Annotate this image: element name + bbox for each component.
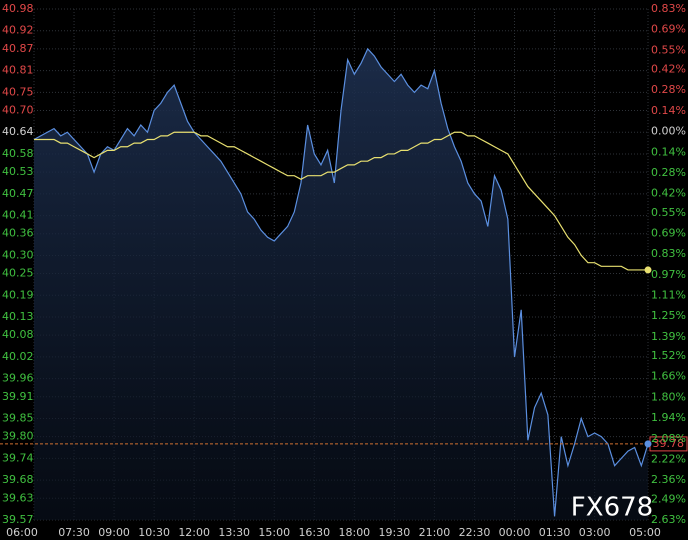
y2-tick-label: 0.42% bbox=[651, 63, 686, 76]
end-dot bbox=[644, 440, 652, 448]
x-tick-label: 18:00 bbox=[338, 526, 370, 539]
y-tick-label: 39.96 bbox=[2, 372, 34, 385]
y-tick-label: 40.87 bbox=[2, 42, 34, 55]
y2-tick-label: 0.14% bbox=[651, 145, 686, 158]
y-tick-label: 40.98 bbox=[2, 2, 34, 15]
y2-tick-label: 2.63% bbox=[651, 513, 686, 526]
y-tick-label: 40.25 bbox=[2, 267, 34, 280]
x-tick-label: 19:30 bbox=[379, 526, 411, 539]
y2-tick-label: 0.69% bbox=[651, 226, 686, 239]
x-tick-label: 21:00 bbox=[419, 526, 451, 539]
x-tick-label: 13:30 bbox=[218, 526, 250, 539]
x-tick-label: 10:30 bbox=[138, 526, 170, 539]
y2-tick-label: 1.39% bbox=[651, 330, 686, 343]
y2-tick-label: 2.22% bbox=[651, 452, 686, 465]
x-tick-label: 15:00 bbox=[258, 526, 290, 539]
y-tick-label: 40.30 bbox=[2, 248, 34, 261]
y-tick-label: 40.41 bbox=[2, 209, 34, 222]
y2-tick-label: 0.42% bbox=[651, 187, 686, 200]
x-tick-label: 05:00 bbox=[629, 526, 661, 539]
watermark: FX678 bbox=[571, 493, 653, 523]
y-tick-label: 40.47 bbox=[2, 187, 34, 200]
y-tick-label: 39.85 bbox=[2, 412, 34, 425]
y2-tick-label: 0.55% bbox=[651, 43, 686, 56]
y-tick-label: 39.74 bbox=[2, 451, 34, 464]
y2-tick-label: 0.28% bbox=[651, 166, 686, 179]
plot: 39.78 bbox=[0, 47, 688, 521]
y2-tick-label: 1.80% bbox=[651, 390, 686, 403]
y2-tick-label: 1.66% bbox=[651, 370, 686, 383]
y2-tick-label: 0.69% bbox=[651, 23, 686, 36]
y2-tick-label: 1.25% bbox=[651, 309, 686, 322]
y-tick-label: 40.75 bbox=[2, 85, 34, 98]
y2-tick-label: 1.11% bbox=[651, 289, 686, 302]
y-tick-label: 40.19 bbox=[2, 288, 34, 301]
y-tick-label: 40.02 bbox=[2, 350, 34, 363]
price-line bbox=[33, 47, 649, 517]
y-tick-label: 40.81 bbox=[2, 64, 34, 77]
x-tick-label: 01:30 bbox=[539, 526, 571, 539]
y2-tick-label: 0.55% bbox=[651, 206, 686, 219]
y2-tick-label: 2.08% bbox=[651, 432, 686, 445]
y2-tick-label: 0.00% bbox=[651, 125, 686, 138]
y2-tick-label: 0.28% bbox=[651, 83, 686, 96]
x-tick-label: 16:30 bbox=[298, 526, 330, 539]
y2-tick-label: 0.14% bbox=[651, 104, 686, 117]
y-tick-label: 39.57 bbox=[2, 513, 34, 526]
x-tick-label: 06:00 bbox=[6, 526, 38, 539]
price-label: 39.78 bbox=[653, 437, 685, 450]
x-tick-label: 03:00 bbox=[579, 526, 611, 539]
x-tick-label: 07:30 bbox=[58, 526, 90, 539]
y-tick-label: 40.92 bbox=[2, 24, 34, 37]
y-tick-label: 40.08 bbox=[2, 328, 34, 341]
y2-tick-label: 0.97% bbox=[651, 268, 686, 281]
y2-tick-label: 1.52% bbox=[651, 349, 686, 362]
x-tick-label: 09:00 bbox=[98, 526, 130, 539]
y2-tick-label: 0.83% bbox=[651, 247, 686, 260]
y-tick-label: 40.13 bbox=[2, 310, 34, 323]
price-area bbox=[34, 48, 648, 521]
y-tick-label: 39.68 bbox=[2, 473, 34, 486]
y2-tick-label: 2.49% bbox=[651, 492, 686, 505]
y-tick-label: 39.63 bbox=[2, 491, 34, 504]
average-line bbox=[34, 131, 648, 271]
y-tick-label: 40.64 bbox=[2, 125, 34, 138]
x-tick-label: 00:00 bbox=[499, 526, 531, 539]
y2-tick-label: 0.83% bbox=[651, 2, 686, 15]
x-tick-label: 22:30 bbox=[459, 526, 491, 539]
y-tick-label: 40.36 bbox=[2, 227, 34, 240]
x-tick-label: 12:00 bbox=[178, 526, 210, 539]
y-tick-label: 39.91 bbox=[2, 390, 34, 403]
y-tick-label: 40.58 bbox=[2, 147, 34, 160]
y-tick-label: 40.70 bbox=[2, 103, 34, 116]
end-dot bbox=[644, 266, 652, 274]
y2-tick-label: 1.94% bbox=[651, 411, 686, 424]
y2-tick-label: 2.36% bbox=[651, 473, 686, 486]
y-tick-label: 39.80 bbox=[2, 430, 34, 443]
y-tick-label: 40.53 bbox=[2, 165, 34, 178]
